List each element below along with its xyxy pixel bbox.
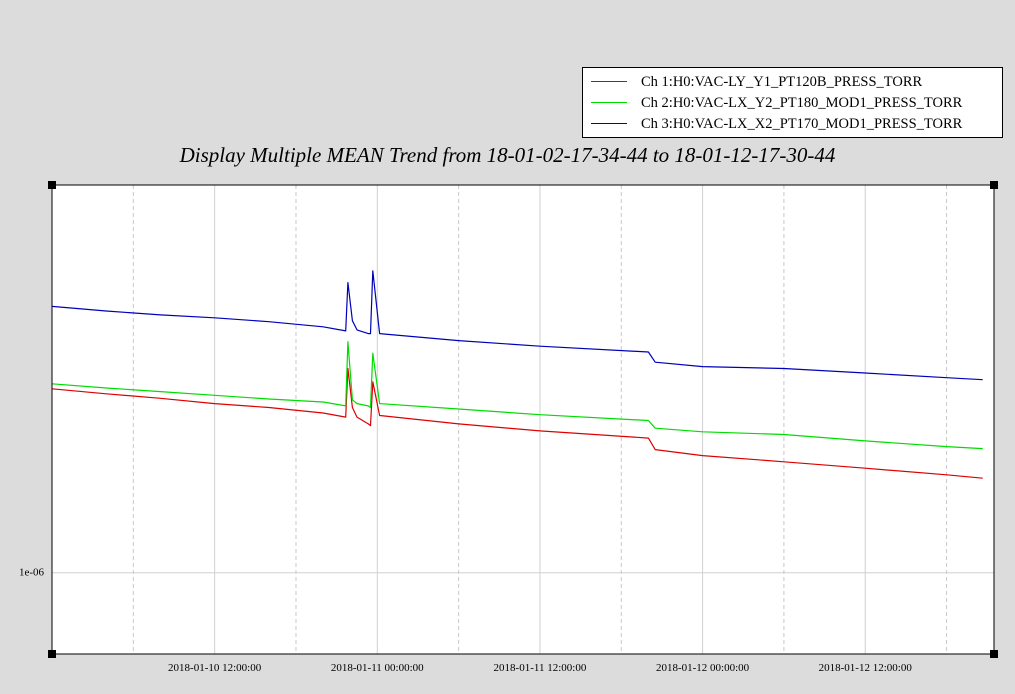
corner-marker: [990, 181, 998, 189]
series-line-ch3: [51, 270, 983, 381]
corner-marker: [48, 181, 56, 189]
legend-swatch-ch1: [591, 81, 627, 82]
legend-label-ch1: Ch 1:H0:VAC-LY_Y1_PT120B_PRESS_TORR: [641, 74, 923, 90]
chart-title: Display Multiple MEAN Trend from 18-01-0…: [179, 143, 836, 167]
legend-item-ch1: Ch 1:H0:VAC-LY_Y1_PT120B_PRESS_TORR: [591, 72, 1001, 92]
plot-area: [52, 185, 994, 654]
legend-swatch-ch2: [591, 102, 627, 103]
series-line-ch1: [51, 367, 983, 479]
corner-marker: [48, 650, 56, 658]
legend-label-ch3: Ch 3:H0:VAC-LX_X2_PT170_MOD1_PRESS_TORR: [641, 116, 963, 132]
legend: Ch 1:H0:VAC-LY_Y1_PT120B_PRESS_TORR Ch 2…: [582, 67, 1003, 138]
legend-item-ch2: Ch 2:H0:VAC-LX_Y2_PT180_MOD1_PRESS_TORR: [591, 93, 1001, 113]
x-tick-label: 2018-01-11 00:00:00: [331, 662, 424, 674]
legend-item-ch3: Ch 3:H0:VAC-LX_X2_PT170_MOD1_PRESS_TORR: [591, 114, 1001, 134]
x-tick-label: 2018-01-12 00:00:00: [656, 662, 750, 674]
y-tick-label: 1e-06: [19, 567, 45, 579]
legend-swatch-ch3: [591, 123, 627, 124]
series-line-ch2: [51, 341, 983, 450]
plot-frame: [51, 184, 995, 655]
corner-marker: [990, 650, 998, 658]
x-tick-label: 2018-01-10 12:00:00: [168, 662, 262, 674]
x-tick-label: 2018-01-11 12:00:00: [494, 662, 587, 674]
legend-label-ch2: Ch 2:H0:VAC-LX_Y2_PT180_MOD1_PRESS_TORR: [641, 95, 963, 111]
x-tick-label: 2018-01-12 12:00:00: [819, 662, 913, 674]
